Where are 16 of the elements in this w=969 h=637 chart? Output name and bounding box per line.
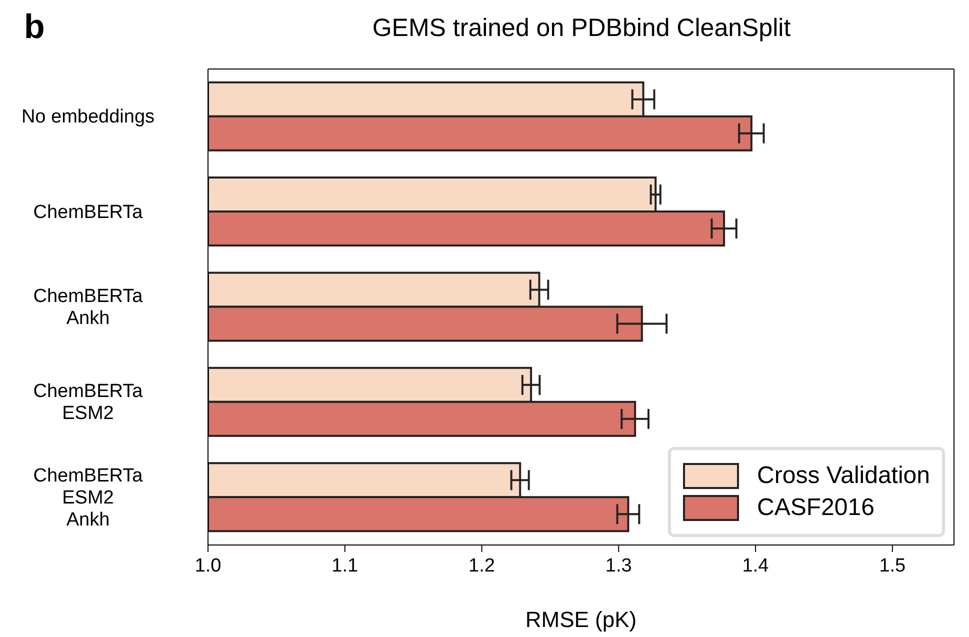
x-axis-title: RMSE (pK) bbox=[525, 607, 637, 632]
chart-title: GEMS trained on PDBbind CleanSplit bbox=[371, 14, 792, 43]
y-tick-label: No embeddings bbox=[21, 106, 155, 128]
x-tick-label: 1.4 bbox=[742, 555, 770, 576]
x-tick-label: 1.1 bbox=[332, 555, 358, 576]
legend-label: Cross Validation bbox=[757, 462, 930, 490]
y-tick-label: ChemBERTa Ankh bbox=[33, 286, 144, 328]
x-tick-label: 1.3 bbox=[605, 555, 632, 576]
legend-label: CASF2016 bbox=[757, 494, 874, 522]
x-tick-label: 1.0 bbox=[194, 555, 222, 576]
y-tick-label: ChemBERTa ESM2 bbox=[33, 380, 144, 424]
text: b bbox=[24, 8, 45, 47]
x-tick-label: 1.5 bbox=[879, 555, 906, 576]
y-tick-label: ChemBERTa bbox=[33, 201, 144, 222]
x-tick-label: 1.2 bbox=[468, 555, 495, 576]
y-tick-label: ChemBERTa ESM2 Ankh bbox=[33, 464, 144, 530]
